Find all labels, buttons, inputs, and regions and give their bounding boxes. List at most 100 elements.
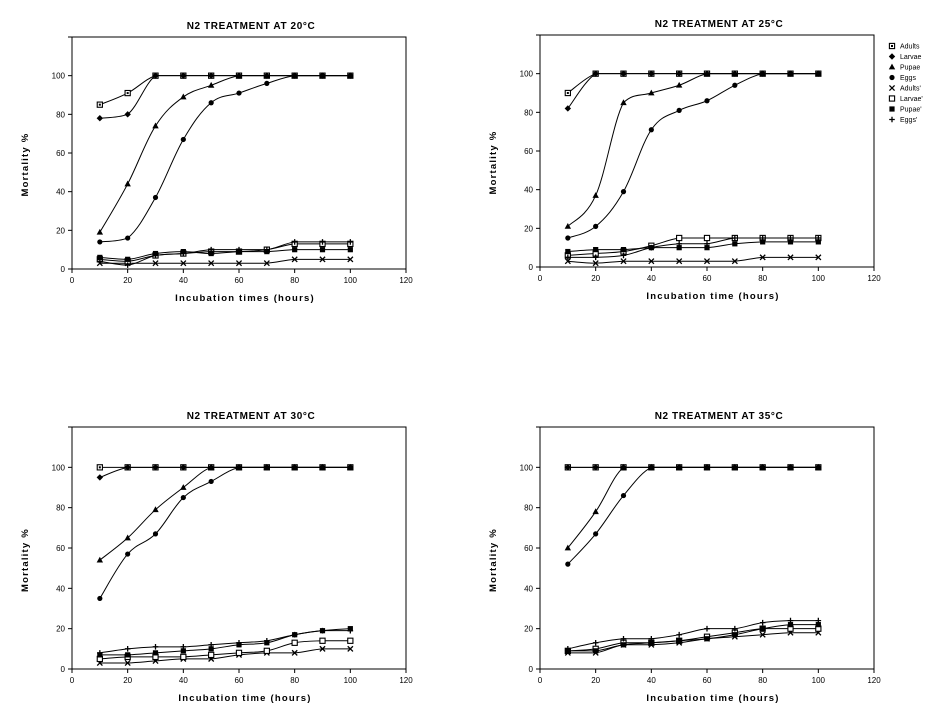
series-line: [99, 630, 351, 654]
data-point: [97, 595, 103, 602]
data-point: [592, 254, 599, 261]
data-point: [263, 72, 271, 79]
data-point: [180, 464, 187, 471]
y-tick-label: 100: [520, 463, 534, 472]
series-line: [567, 73, 819, 94]
y-tick-label: 80: [524, 108, 533, 117]
data-point: [564, 105, 572, 112]
data-point: [675, 81, 683, 88]
data-point: [152, 506, 159, 513]
data-point: [648, 89, 655, 96]
data-point: [124, 262, 131, 268]
data-point: [760, 464, 766, 470]
data-point: [292, 73, 298, 79]
legend-entry: Adults: [888, 42, 920, 51]
x-tick-label: 120: [399, 676, 413, 685]
data-point: [592, 639, 599, 646]
series-2-diamond: [96, 464, 354, 481]
legend-label: Adults': [900, 86, 921, 93]
x-tick-label: 60: [235, 676, 244, 685]
data-point: [787, 239, 794, 245]
data-point: [815, 239, 821, 245]
data-point: [648, 464, 654, 470]
data-point: [565, 646, 571, 652]
data-point: [319, 247, 326, 253]
series-3-triangle: [564, 463, 822, 551]
data-point: [648, 244, 655, 251]
data-point: [319, 239, 326, 245]
x-tick-label: 0: [70, 276, 75, 285]
data-point: [592, 508, 599, 515]
data-point: [152, 644, 159, 650]
y-tick-label: 60: [524, 147, 533, 156]
data-point: [676, 234, 683, 242]
y-axis-label: Mortality %: [20, 528, 31, 592]
x-tick-label: 100: [812, 274, 826, 283]
data-point: [787, 235, 794, 241]
data-point: [125, 652, 131, 658]
data-point: [759, 631, 766, 638]
data-point: [208, 260, 215, 267]
series-line: [99, 258, 351, 264]
data-point: [732, 625, 738, 632]
legend-marker: [889, 116, 895, 123]
data-point: [703, 70, 711, 77]
series-line: [99, 75, 351, 119]
series-3-triangle: [564, 70, 822, 229]
data-point: [180, 72, 187, 79]
data-point: [96, 556, 104, 563]
legend-marker: [888, 53, 896, 60]
legend-label: Eggs': [900, 117, 917, 124]
x-tick-label: 80: [758, 274, 767, 283]
data-point: [180, 653, 187, 661]
data-point: [620, 189, 627, 195]
y-tick-label: 40: [56, 188, 65, 197]
data-point: [263, 260, 270, 267]
legend-entry: Larvae': [888, 95, 923, 103]
series-4-circle: [565, 71, 821, 241]
data-point: [235, 72, 243, 79]
series-line: [99, 249, 351, 260]
series-4-circle: [97, 464, 353, 602]
data-point: [236, 464, 242, 470]
legend-label: Larvae: [900, 54, 922, 61]
data-point: [347, 247, 353, 253]
data-point: [124, 111, 131, 118]
data-point: [124, 659, 131, 667]
y-tick-label: 0: [61, 665, 66, 674]
series-5-x: [564, 254, 822, 267]
chart-panel-3: 0 20 40 60 80 100 120 0 20 40 60 80 100 N2 TREATMENT …: [20, 411, 413, 704]
x-tick-label: 20: [591, 274, 600, 283]
x-tick-label: 80: [758, 676, 767, 685]
x-tick-label: 100: [812, 676, 826, 685]
series-line: [567, 237, 819, 258]
legend-marker: [889, 106, 895, 112]
data-point: [676, 631, 682, 638]
data-point: [787, 617, 794, 624]
data-point: [593, 247, 599, 253]
legend-marker: [889, 74, 895, 81]
data-point: [620, 247, 627, 253]
chart-title: N2 TREATMENT AT 35°C: [655, 411, 784, 422]
data-point: [235, 649, 243, 657]
series-line: [567, 624, 819, 652]
data-point: [648, 258, 655, 265]
data-point: [675, 70, 683, 77]
data-point: [620, 635, 627, 642]
data-point: [319, 256, 326, 263]
data-point: [759, 235, 766, 241]
legend-label: Pupae': [900, 107, 922, 114]
data-point: [152, 650, 159, 656]
series-5-x: [96, 645, 354, 667]
y-tick-label: 20: [524, 625, 533, 634]
series-line: [567, 466, 819, 565]
x-axis-label: Incubation time (hours): [646, 693, 779, 704]
data-point: [732, 241, 738, 247]
data-point: [620, 492, 627, 499]
data-point: [180, 494, 186, 501]
x-tick-label: 60: [703, 274, 712, 283]
series-line: [99, 640, 351, 660]
plot-frame: [71, 426, 407, 670]
data-point: [760, 71, 766, 77]
